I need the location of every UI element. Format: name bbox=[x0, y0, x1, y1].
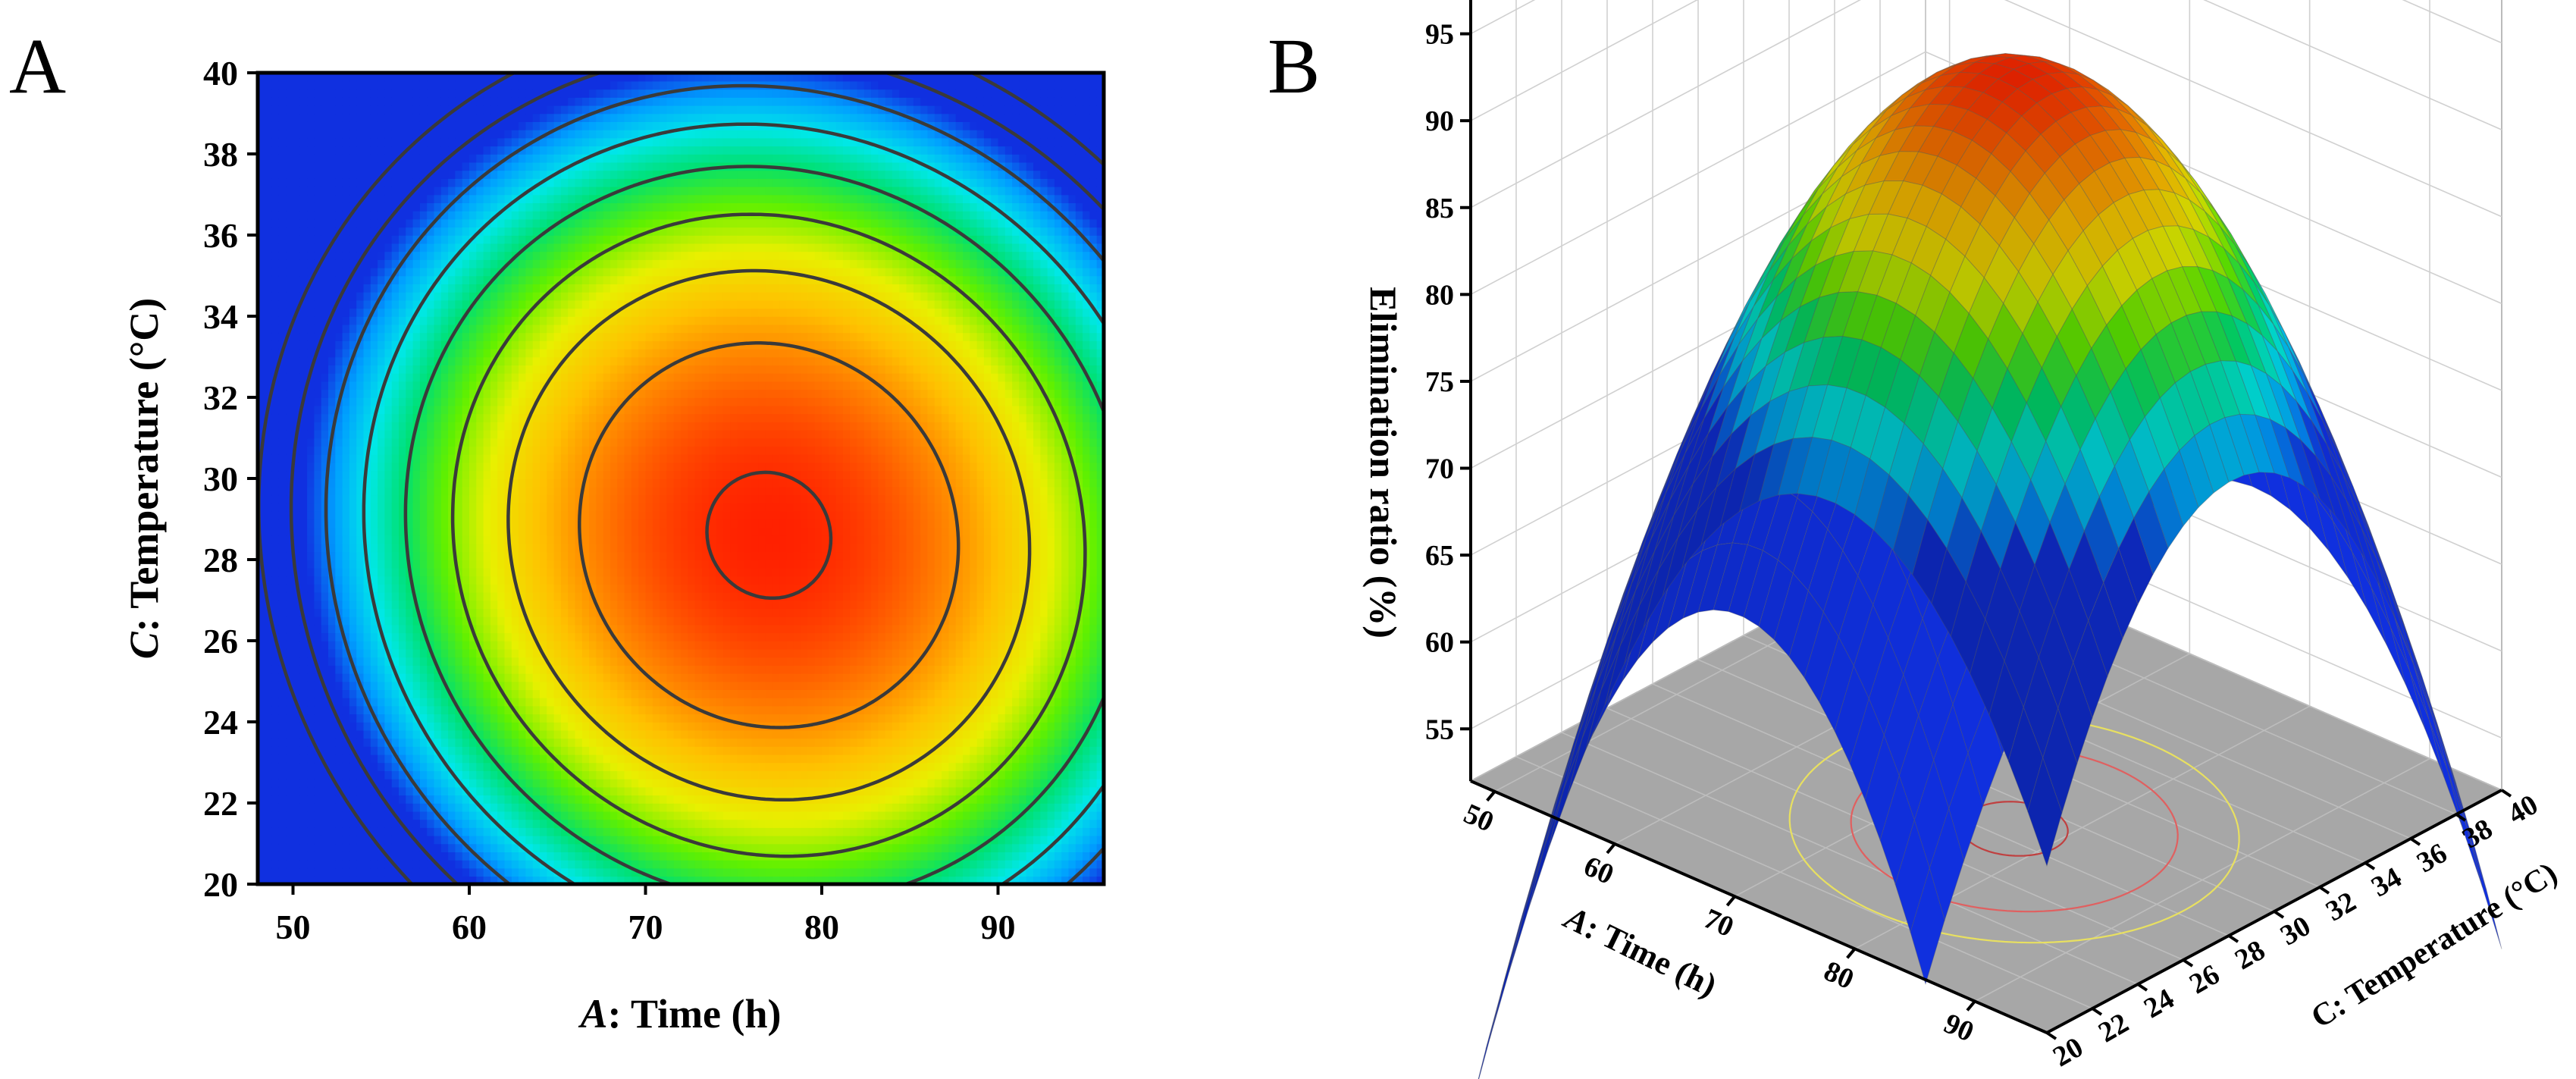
y-tick-label: 26 bbox=[203, 622, 238, 660]
surface-patch bbox=[2088, 581, 2123, 678]
contour-line bbox=[578, 341, 961, 729]
x-axis-line-b bbox=[1470, 779, 2048, 1034]
y-tick-label: 40 bbox=[203, 54, 238, 93]
z-axis-title-b: Elimination ratio (%) bbox=[1362, 287, 1405, 638]
axes-a: 50 60 70 80 90 20 22 24 26 28 30 32 34 36 38 40 bbox=[203, 54, 1016, 946]
y-tick-b bbox=[2318, 886, 2330, 895]
z-tick-label: 80 bbox=[1425, 279, 1454, 311]
surface-patch bbox=[2269, 419, 2305, 488]
y-tick-label: 24 bbox=[203, 703, 238, 742]
z-tick-label: 55 bbox=[1425, 714, 1454, 745]
surface-patch bbox=[2057, 661, 2093, 765]
y-axis-title-b: C: Temperature (°C) bbox=[2305, 856, 2564, 1036]
y-tick-b bbox=[2182, 958, 2194, 968]
y-tick-label: 30 bbox=[203, 460, 238, 498]
panel-letter-b: B bbox=[1268, 23, 1320, 110]
y-axis-title-a: C: Temperature (°C) bbox=[121, 298, 167, 660]
y-tick-label: 34 bbox=[203, 297, 238, 336]
y-tick-b bbox=[2045, 1031, 2057, 1040]
y-tick-b bbox=[2136, 983, 2148, 992]
x-tick-label: 60 bbox=[452, 908, 487, 946]
x-tick-label: 50 bbox=[276, 908, 311, 946]
y-tick-b bbox=[2273, 910, 2285, 919]
surface-patch bbox=[2133, 491, 2169, 576]
z-tick-label: 85 bbox=[1425, 193, 1454, 224]
x-tick-b bbox=[1606, 842, 1616, 855]
y-tick-label: 28 bbox=[203, 541, 238, 579]
surface-patch bbox=[2391, 594, 2427, 695]
contour-lines bbox=[258, 73, 1104, 884]
x-tick-label-b: 60 bbox=[1579, 850, 1619, 891]
surface-patch bbox=[2421, 676, 2457, 785]
contour-line bbox=[506, 268, 1032, 802]
x-tick-b bbox=[1725, 895, 1736, 907]
x-tick-label: 90 bbox=[981, 908, 1016, 946]
contour-plot-a: 50 60 70 80 90 20 22 24 26 28 30 32 34 36 38 40 A: Time… bbox=[121, 54, 1106, 1037]
y-tick-label: 36 bbox=[203, 216, 238, 255]
y-tick-b bbox=[2455, 813, 2467, 822]
y-tick-b bbox=[2500, 789, 2512, 798]
surface-patch bbox=[2239, 413, 2275, 474]
z-tick-label: 95 bbox=[1425, 19, 1454, 51]
y-tick-b bbox=[2409, 837, 2421, 846]
contour-line bbox=[324, 83, 1104, 884]
surface-patch bbox=[1478, 978, 1506, 1079]
surface-plot-b: 5560657075808590951005060708090202224262… bbox=[1362, 0, 2563, 1079]
surface-patch bbox=[2315, 456, 2351, 536]
x-axis-title-a: A: Time (h) bbox=[578, 991, 781, 1037]
z-tick-label: 70 bbox=[1425, 453, 1454, 485]
surface-patch bbox=[2027, 756, 2063, 867]
x-tick-b bbox=[1846, 948, 1857, 959]
grid-line bbox=[2203, 0, 2502, 130]
surface-patch bbox=[2118, 517, 2154, 606]
surface-patch bbox=[1509, 850, 1544, 972]
contour-line bbox=[450, 212, 1087, 858]
contour-line bbox=[362, 122, 1104, 884]
y-tick-label: 38 bbox=[203, 135, 238, 174]
z-tick-label: 60 bbox=[1425, 627, 1454, 659]
z-tick-label: 75 bbox=[1425, 366, 1454, 398]
surface-patch bbox=[2164, 450, 2199, 527]
contour-line bbox=[403, 165, 1104, 884]
surface-patch bbox=[2346, 499, 2381, 588]
response-surface bbox=[1478, 53, 2502, 1079]
grid-line bbox=[2004, 0, 2502, 218]
y-tick-label: 32 bbox=[203, 378, 238, 417]
contour-fill bbox=[258, 73, 1104, 884]
x-tick-b bbox=[1486, 790, 1496, 802]
y-tick-label: 20 bbox=[203, 865, 238, 904]
z-tick-label: 90 bbox=[1425, 105, 1454, 137]
z-tick-label: 65 bbox=[1425, 540, 1454, 572]
surface-patch bbox=[2194, 424, 2230, 494]
panel-letter-a: A bbox=[9, 23, 66, 110]
contour-line bbox=[258, 73, 1104, 884]
grid-line bbox=[2402, 0, 2502, 44]
y-tick-b bbox=[2364, 861, 2376, 870]
y-tick-b bbox=[2091, 1007, 2103, 1016]
x-tick-label: 80 bbox=[804, 908, 839, 946]
x-axis-title-b: A: Time (h) bbox=[1557, 898, 1722, 1004]
grid-line bbox=[1470, 0, 1699, 121]
y-tick-b bbox=[2227, 934, 2239, 943]
x-tick-label-b: 90 bbox=[1939, 1008, 1979, 1049]
x-tick-label-b: 70 bbox=[1699, 902, 1738, 943]
x-tick-label: 70 bbox=[628, 908, 663, 946]
x-tick-b bbox=[1966, 1000, 1976, 1012]
x-tick-label-b: 80 bbox=[1819, 955, 1859, 996]
grid-line bbox=[1515, 756, 2093, 1009]
y-tick-label: 22 bbox=[203, 784, 238, 823]
x-tick-label-b: 50 bbox=[1459, 798, 1499, 839]
floor-contour bbox=[1788, 714, 2240, 944]
contour-line bbox=[705, 470, 833, 601]
